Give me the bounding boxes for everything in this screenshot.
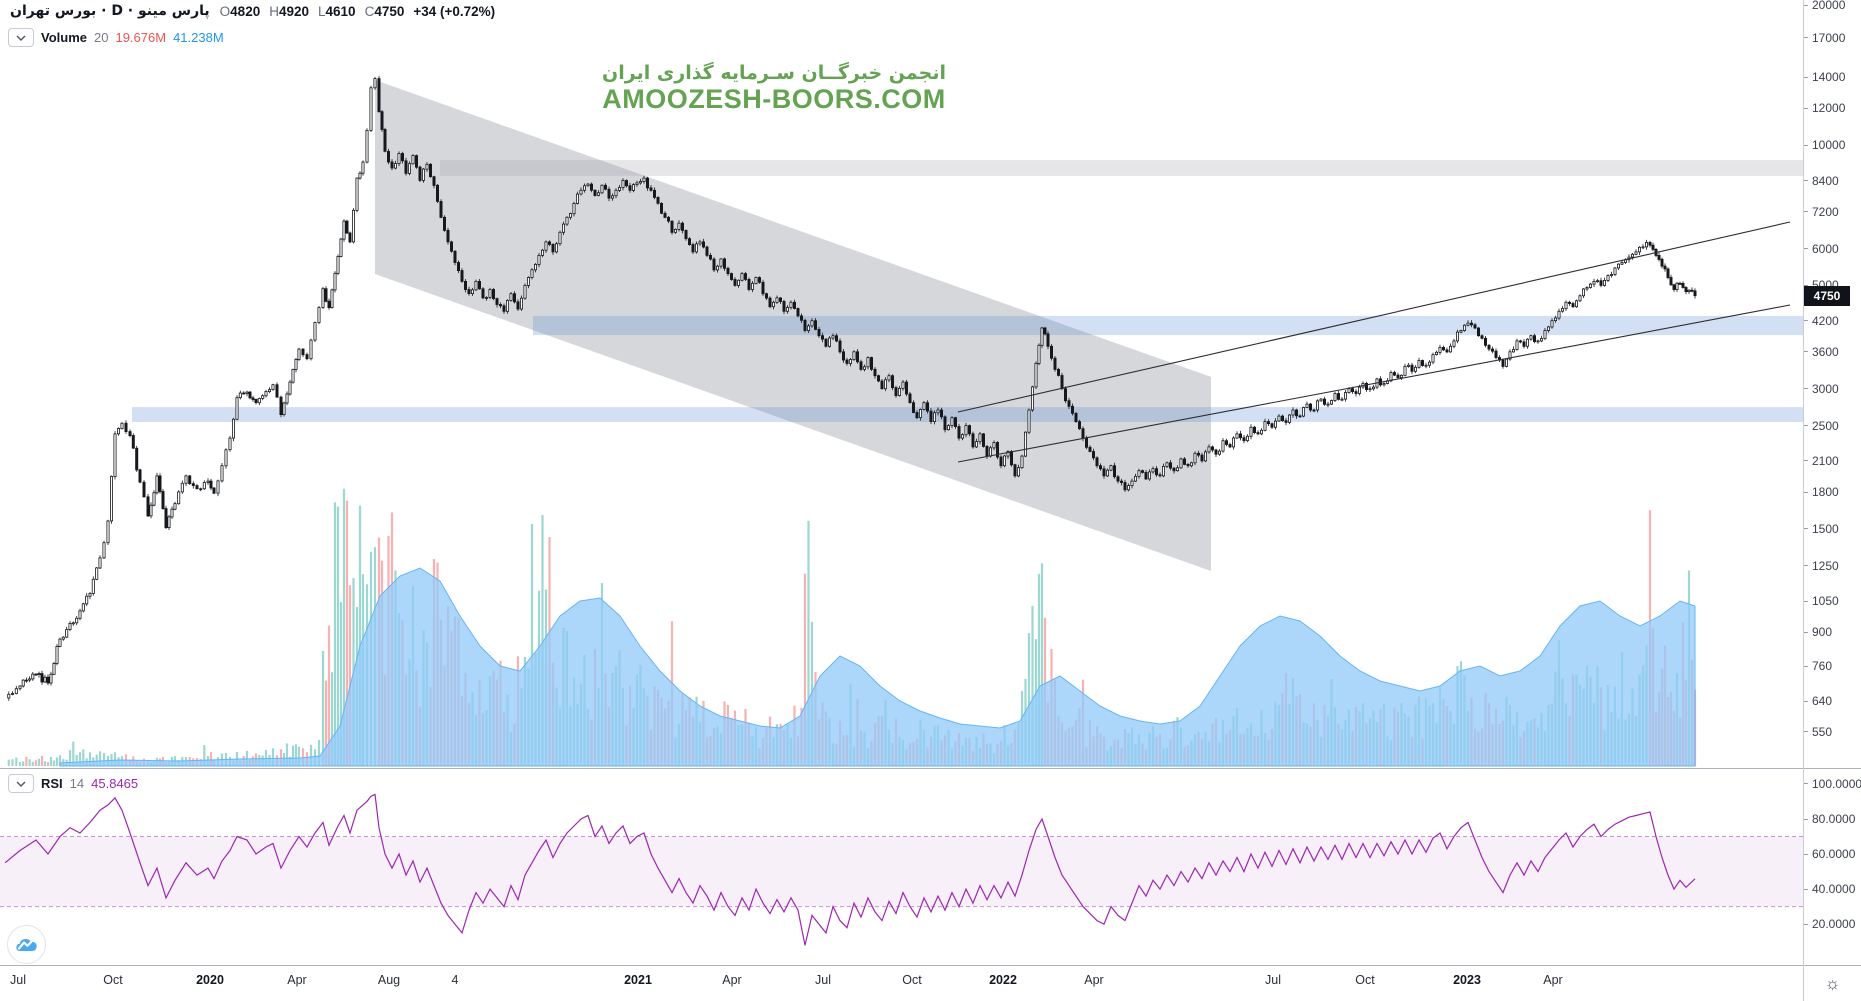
axis-settings-corner[interactable]: ☼	[1804, 966, 1861, 1001]
price-tick-label: 3600	[1804, 345, 1839, 359]
open-value: 4820	[230, 3, 261, 19]
time-tick-label: Oct	[1355, 973, 1375, 987]
time-tick-label: 2022	[989, 973, 1017, 987]
site-logo-button[interactable]	[7, 925, 46, 964]
symbol-title[interactable]: پارس مینو · D · بورس تهران	[10, 3, 210, 19]
main-chart-canvas[interactable]	[0, 0, 1803, 768]
price-tick-label: 12000	[1804, 101, 1845, 115]
high-value: 4920	[278, 3, 310, 19]
volume-legend: Volume 20 19.676M 41.238M	[8, 28, 224, 47]
low-label: L	[318, 3, 326, 19]
price-axis-separator	[1803, 0, 1804, 1001]
price-tick-label: 2500	[1804, 419, 1839, 433]
rsi-period: 14	[69, 776, 85, 791]
time-tick-label: Oct	[103, 973, 123, 987]
price-tick-label: 900	[1804, 625, 1832, 639]
volume-label[interactable]: Volume	[41, 30, 87, 45]
price-tick-label: 1050	[1804, 594, 1839, 608]
rsi-legend: RSI 14 45.8465	[8, 774, 138, 793]
price-tick-label: 4200	[1804, 314, 1839, 328]
volume-current-value: 19.676M	[115, 30, 167, 45]
price-tick-label: 1800	[1804, 485, 1839, 499]
rsi-axis[interactable]: 100.0000 80.0000 60.0000 40.0000 20.0000	[1804, 769, 1861, 965]
price-volume-plot[interactable]	[0, 0, 1803, 768]
price-tick-label: 2100	[1804, 454, 1839, 468]
price-tick-label: 760	[1804, 659, 1832, 673]
rsi-tick-label: 80.0000	[1804, 812, 1855, 826]
time-tick-label: Jul	[10, 973, 26, 987]
watermark-persian-line: انجمن خبرگــان سـرمایه گذاری ایران	[602, 62, 946, 84]
time-tick-label: 2020	[196, 973, 224, 987]
open-label: O	[219, 3, 231, 19]
last-price-label: 4750	[1804, 285, 1850, 306]
price-tick-label: 8400	[1804, 174, 1839, 188]
close-label: C	[364, 3, 375, 19]
rsi-current-value: 45.8465	[91, 776, 139, 791]
rsi-collapse-button[interactable]	[8, 774, 34, 793]
time-tick-label: Jul	[1265, 973, 1281, 987]
watermark-site-line: AMOOZESH-BOORS.COM	[602, 84, 946, 115]
rsi-tick-label: 20.0000	[1804, 917, 1855, 931]
time-tick-label: Apr	[1084, 973, 1104, 987]
rsi-tick-label: 40.0000	[1804, 882, 1855, 896]
volume-period: 20	[94, 30, 109, 45]
rsi-plot[interactable]	[0, 769, 1803, 965]
volume-ma-value: 41.238M	[173, 30, 224, 45]
ohlc-values: O4820 H4920 L4610 C4750 +34 (+0.72%)	[220, 4, 496, 19]
price-tick-label: 1500	[1804, 522, 1839, 536]
price-tick-label: 6000	[1804, 242, 1839, 256]
time-tick-label: Apr	[722, 973, 742, 987]
cloud-chart-logo-icon	[15, 937, 37, 951]
time-tick-label: Apr	[1543, 973, 1563, 987]
price-tick-label: 3000	[1804, 382, 1839, 396]
rsi-chart-canvas[interactable]	[0, 769, 1803, 965]
close-value: 4750	[374, 3, 405, 19]
volume-collapse-button[interactable]	[8, 28, 34, 47]
watermark: انجمن خبرگــان سـرمایه گذاری ایران AMOOZ…	[598, 62, 950, 116]
price-tick-label: 10000	[1804, 138, 1845, 152]
time-tick-label: 2023	[1453, 973, 1481, 987]
time-tick-label: Aug	[377, 973, 401, 987]
time-tick-label: Jul	[815, 973, 831, 987]
time-tick-label: 2021	[624, 973, 652, 987]
rsi-tick-label: 60.0000	[1804, 847, 1855, 861]
chevron-down-icon	[16, 35, 26, 41]
pane-separator[interactable]	[0, 768, 1861, 769]
time-axis[interactable]: Jul Oct 2020 Apr Aug 4 2021 Apr Jul Oct 2022 Apr Jul…	[0, 966, 1803, 1001]
price-tick-label: 17000	[1804, 31, 1845, 45]
low-value: 4610	[325, 3, 356, 19]
price-tick-label: 14000	[1804, 70, 1845, 84]
time-tick-label: 4	[451, 973, 459, 987]
price-tick-label: 7200	[1804, 205, 1839, 219]
price-axis[interactable]: 2000017000140001200010000840072006000500…	[1804, 0, 1861, 768]
time-axis-separator	[0, 965, 1861, 966]
price-tick-label: 640	[1804, 694, 1832, 708]
time-tick-label: Apr	[287, 973, 307, 987]
high-label: H	[269, 3, 279, 19]
change-value: +34 (+0.72%)	[413, 3, 496, 19]
rsi-tick-label: 100.0000	[1804, 777, 1861, 791]
sun-icon[interactable]: ☼	[1824, 973, 1841, 993]
time-tick-label: Oct	[902, 973, 922, 987]
price-tick-label: 1250	[1804, 559, 1839, 573]
price-tick-label: 20000	[1804, 0, 1845, 12]
price-tick-label: 550	[1804, 725, 1832, 739]
symbol-legend[interactable]: پارس مینو · D · بورس تهران O4820 H4920 L…	[10, 3, 495, 19]
chevron-down-icon	[16, 781, 26, 787]
rsi-label[interactable]: RSI	[41, 776, 63, 791]
